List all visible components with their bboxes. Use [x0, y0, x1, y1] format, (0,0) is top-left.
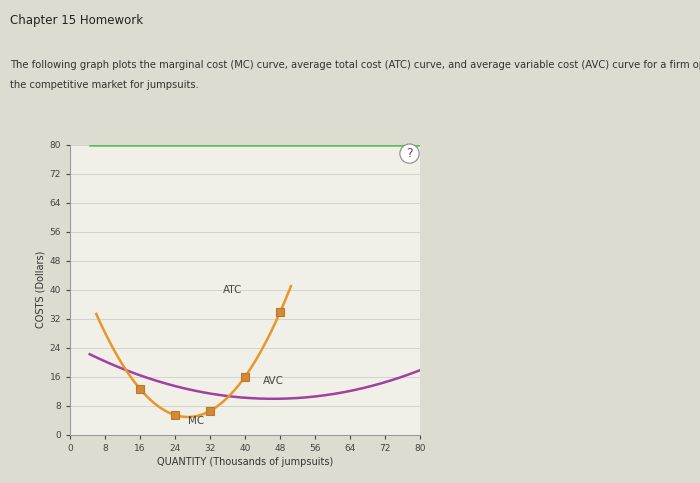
Text: ?: ? [406, 147, 413, 160]
X-axis label: QUANTITY (Thousands of jumpsuits): QUANTITY (Thousands of jumpsuits) [157, 457, 333, 467]
Text: Chapter 15 Homework: Chapter 15 Homework [10, 14, 144, 28]
Text: The following graph plots the marginal cost (MC) curve, average total cost (ATC): The following graph plots the marginal c… [10, 60, 700, 71]
Text: AVC: AVC [262, 376, 284, 386]
Y-axis label: COSTS (Dollars): COSTS (Dollars) [35, 251, 46, 328]
Text: MC: MC [188, 416, 204, 426]
Text: ATC: ATC [223, 285, 242, 296]
Text: the competitive market for jumpsuits.: the competitive market for jumpsuits. [10, 80, 199, 90]
